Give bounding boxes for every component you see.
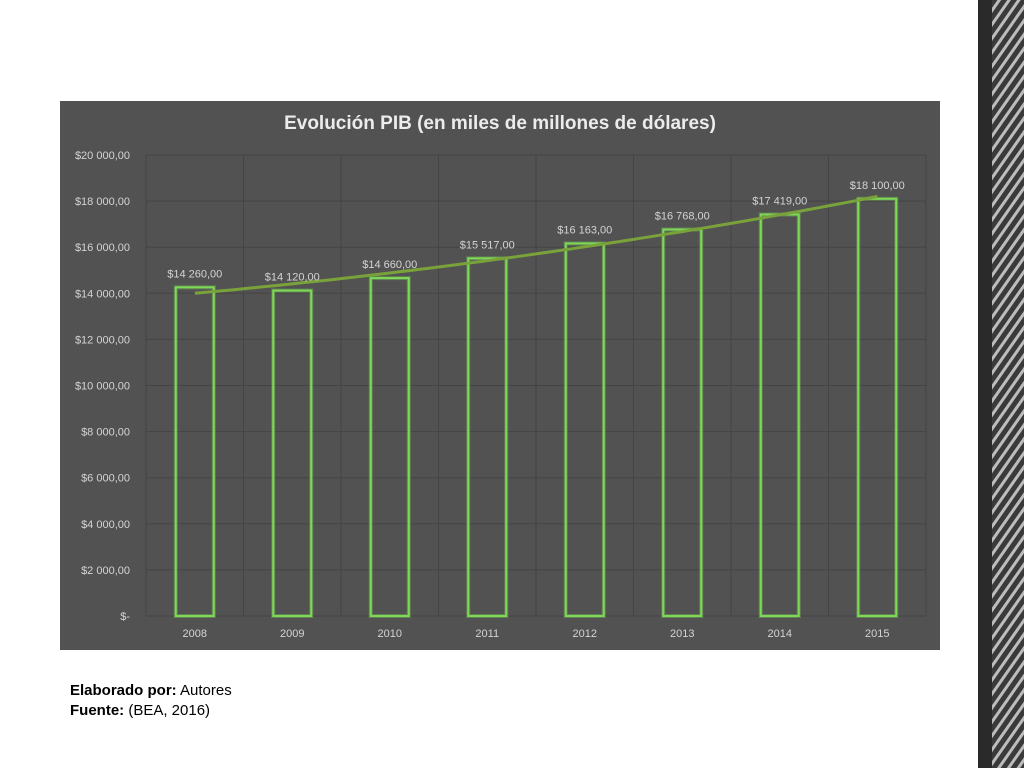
chart-title: Evolución PIB (en miles de millones de d…: [284, 113, 716, 134]
y-tick-label: $4 000,00: [81, 519, 130, 531]
x-tick-label: 2012: [573, 628, 597, 640]
credits-line: Elaborado por: Autores: [70, 681, 232, 701]
x-tick-label: 2008: [183, 628, 207, 640]
x-tick-label: 2010: [378, 628, 402, 640]
y-tick-label: $6 000,00: [81, 473, 130, 485]
bar-glow: [563, 241, 606, 619]
bar: [369, 277, 410, 617]
bar-glow: [466, 256, 509, 618]
bar: [662, 228, 703, 618]
y-tick-label: $18 000,00: [75, 196, 130, 208]
y-tick-label: $10 000,00: [75, 381, 130, 393]
bar-chart: $- $2 000,00 $4 000,00 $6 000,00 $8 000,00 $1…: [75, 150, 927, 640]
x-tick-label: 2014: [768, 628, 792, 640]
x-tick-label: 2011: [475, 628, 499, 640]
source-line: Fuente: (BEA, 2016): [70, 701, 232, 721]
data-label: $15 517,00: [460, 239, 515, 251]
chart-panel: Evolución PIB (en miles de millones de d…: [60, 101, 940, 650]
footer: Elaborado por: Autores Fuente: (BEA, 201…: [70, 681, 232, 721]
data-label: $16 768,00: [655, 210, 710, 222]
made-by-label: Elaborado por:: [70, 682, 177, 699]
trend-line: [194, 195, 878, 295]
source-label: Fuente:: [70, 702, 125, 719]
bar: [857, 197, 898, 617]
decorative-side-stripe: [978, 0, 1024, 768]
data-label: $14 120,00: [265, 272, 320, 284]
y-tick-label: $2 000,00: [81, 565, 130, 577]
source-value: (BEA, 2016): [124, 702, 211, 719]
data-label: $16 163,00: [557, 224, 612, 236]
y-tick-label: $12 000,00: [75, 334, 130, 346]
bar-glow: [758, 212, 801, 619]
bar: [272, 289, 313, 617]
data-label: $18 100,00: [850, 180, 905, 192]
bar-glow: [661, 227, 704, 619]
y-tick-label: $-: [120, 611, 130, 623]
y-tick-label: $16 000,00: [75, 242, 130, 254]
x-tick-label: 2013: [670, 628, 694, 640]
y-tick-label: $14 000,00: [75, 288, 130, 300]
data-label: $17 419,00: [752, 195, 807, 207]
x-tick-label: 2009: [280, 628, 304, 640]
bar: [564, 242, 605, 618]
bar: [467, 257, 508, 617]
bar-glow: [173, 285, 216, 618]
bar: [174, 286, 215, 617]
made-by-value: Autores: [176, 682, 232, 699]
data-label: $14 260,00: [167, 268, 222, 280]
bar: [759, 213, 800, 618]
y-tick-label: $20 000,00: [75, 150, 130, 162]
bar-glow: [368, 276, 411, 618]
bar-glow: [856, 196, 899, 618]
data-label: $14 660,00: [362, 259, 417, 271]
y-tick-label: $8 000,00: [81, 427, 130, 439]
x-tick-label: 2015: [865, 628, 889, 640]
